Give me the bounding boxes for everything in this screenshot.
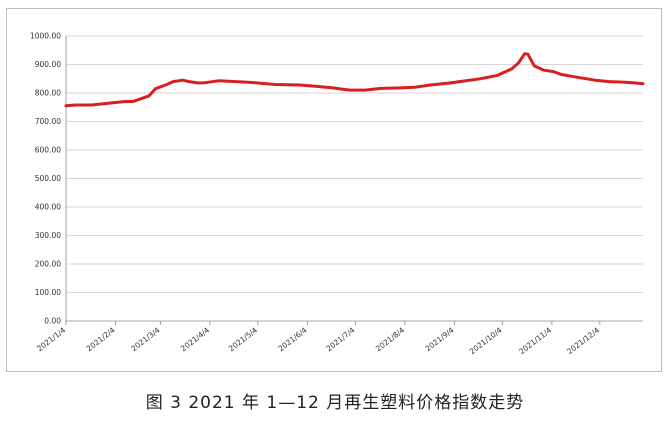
x-tick-label: 2021/7/4 [324, 325, 356, 353]
x-tick-label: 2021/3/4 [129, 325, 161, 353]
y-tick-label: 900.00 [35, 60, 61, 69]
x-tick-label: 2021/5/4 [227, 325, 259, 353]
y-tick-label: 100.00 [35, 288, 61, 297]
x-tick-label: 2021/8/4 [374, 325, 406, 353]
y-tick-label: 800.00 [35, 89, 61, 98]
line-chart: 0.00 100.00 200.00 300.00 400.00 500.00 600.00… [30, 32, 645, 356]
y-tick-label: 500.00 [35, 174, 61, 183]
figure-caption: 图 3 2021 年 1—12 月再生塑料价格指数走势 [145, 393, 525, 413]
x-tick-label: 2021/9/4 [424, 325, 456, 353]
y-tick-label: 700.00 [35, 117, 61, 126]
y-tick-label: 0.00 [44, 317, 61, 326]
x-tick-label: 2021/11/4 [517, 325, 553, 356]
y-tick-label: 1000.00 [30, 32, 61, 41]
chart-frame: 0.00 100.00 200.00 300.00 400.00 500.00 600.00… [6, 8, 662, 372]
y-tick-label: 600.00 [35, 146, 61, 155]
y-tick-label: 200.00 [35, 260, 61, 269]
x-tick-label: 2021/12/4 [565, 325, 601, 356]
x-tick-label: 2021/1/4 [35, 325, 67, 353]
x-tick-label: 2021/4/4 [179, 325, 211, 353]
y-tick-label: 300.00 [35, 231, 61, 240]
series-line [64, 52, 645, 108]
y-tick-label: 400.00 [35, 203, 61, 212]
x-tick-label: 2021/6/4 [276, 325, 308, 353]
x-tick-label: 2021/10/4 [468, 325, 504, 356]
x-tick-label: 2021/2/4 [85, 325, 117, 353]
